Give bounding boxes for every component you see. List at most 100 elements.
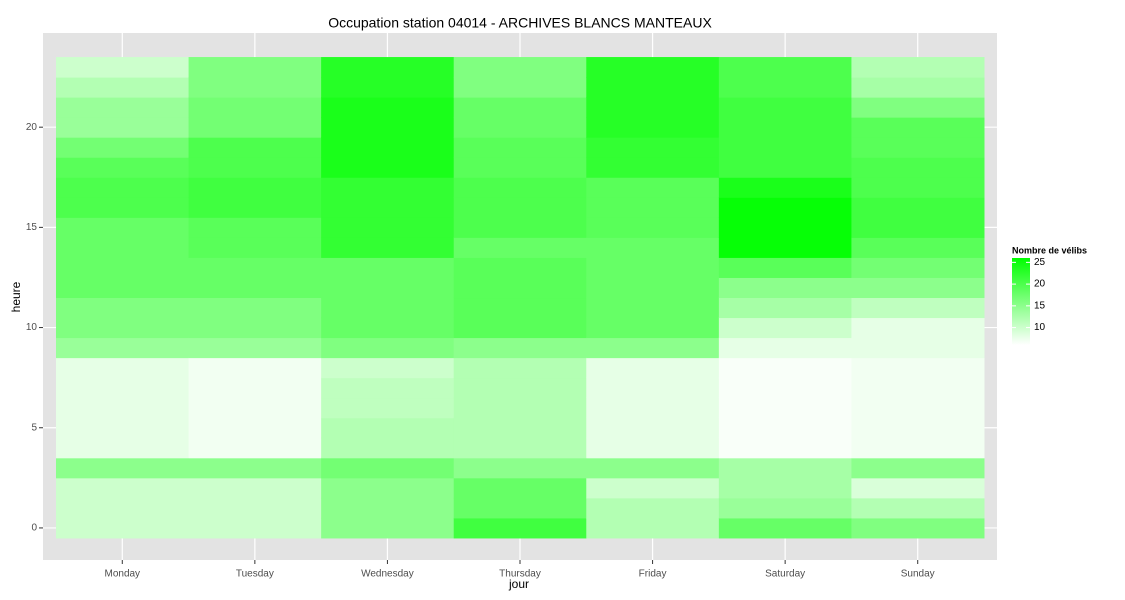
heat-cell: [188, 497, 322, 519]
heat-cell: [453, 57, 587, 78]
heat-cell: [586, 497, 720, 519]
heat-cell: [56, 177, 190, 198]
heat-cell: [56, 257, 190, 278]
heat-cell: [56, 277, 190, 299]
heat-cell: [56, 417, 190, 439]
heat-cell: [321, 357, 455, 379]
heat-cell: [321, 517, 455, 539]
heat-cell: [851, 117, 985, 138]
heat-cell: [453, 117, 587, 138]
heat-cell: [321, 497, 455, 519]
y-tick-label: 10: [26, 322, 38, 333]
heat-cell: [321, 177, 455, 198]
heat-cell: [718, 397, 852, 419]
heat-cell: [188, 297, 322, 319]
heat-cell: [718, 417, 852, 439]
heat-cell: [453, 517, 587, 539]
heat-cell: [586, 177, 720, 198]
heat-cell: [718, 437, 852, 459]
heat-cell: [586, 297, 720, 319]
heat-cell: [188, 397, 322, 419]
y-tick-label: 0: [31, 523, 37, 534]
heat-cell: [321, 377, 455, 399]
heat-cell: [718, 517, 852, 539]
heat-cell: [453, 237, 587, 258]
x-tick-label: Thursday: [499, 569, 541, 580]
heat-cell: [321, 457, 455, 479]
heat-cell: [188, 197, 322, 218]
heat-cell: [718, 177, 852, 198]
heat-cell: [188, 177, 322, 198]
heat-cell: [453, 277, 587, 299]
heat-cell: [586, 417, 720, 439]
heat-cell: [453, 437, 587, 459]
heat-cell: [586, 477, 720, 499]
heat-cell: [321, 237, 455, 258]
heat-cell: [56, 217, 190, 238]
heat-cell: [718, 237, 852, 258]
heat-cell: [321, 157, 455, 178]
heat-cell: [586, 217, 720, 238]
heat-cell: [188, 257, 322, 278]
heat-cell: [586, 377, 720, 399]
heat-cell: [56, 197, 190, 218]
heat-cell: [718, 77, 852, 98]
heat-cell: [188, 57, 322, 78]
heat-cell: [453, 397, 587, 419]
heat-cell: [586, 237, 720, 258]
heat-cell: [851, 177, 985, 198]
heat-cell: [453, 477, 587, 499]
heat-cell: [321, 217, 455, 238]
heat-cell: [321, 137, 455, 158]
heat-cell: [321, 97, 455, 118]
heat-cell: [321, 477, 455, 499]
heat-cell: [851, 357, 985, 379]
heat-cell: [851, 437, 985, 459]
heat-cell: [718, 497, 852, 519]
heat-cell: [56, 377, 190, 399]
heat-cell: [188, 337, 322, 359]
heat-cell: [188, 217, 322, 238]
heat-cell: [453, 177, 587, 198]
x-tick-label: Tuesday: [236, 569, 274, 580]
heat-cell: [586, 197, 720, 218]
heat-cell: [586, 337, 720, 359]
heat-cell: [321, 317, 455, 339]
heat-cell: [586, 277, 720, 299]
heat-cell: [56, 397, 190, 419]
heat-cell: [56, 137, 190, 158]
y-tick-label: 5: [31, 422, 37, 433]
heat-cell: [453, 77, 587, 98]
heat-cell: [56, 97, 190, 118]
heat-cell: [453, 257, 587, 278]
heat-cell: [188, 137, 322, 158]
heat-cell: [453, 317, 587, 339]
heat-cell: [321, 77, 455, 98]
heat-cell: [586, 517, 720, 539]
heat-cell: [453, 157, 587, 178]
heat-cell: [321, 297, 455, 319]
heat-cell: [321, 57, 455, 78]
heat-cell: [56, 157, 190, 178]
heat-cell: [453, 197, 587, 218]
heat-cell: [56, 437, 190, 459]
heat-cell: [453, 457, 587, 479]
heat-cell: [188, 97, 322, 118]
colorbar-label: 15: [1034, 300, 1046, 311]
heat-cell: [718, 477, 852, 499]
heat-cell: [851, 337, 985, 359]
heat-cell: [586, 137, 720, 158]
heat-cell: [586, 397, 720, 419]
heat-cell: [718, 277, 852, 299]
heat-cell: [718, 217, 852, 238]
heat-cell: [718, 297, 852, 319]
heat-cell: [188, 277, 322, 299]
heat-cell: [188, 417, 322, 439]
colorbar: [1012, 258, 1030, 345]
heat-cell: [851, 137, 985, 158]
heat-cell: [851, 197, 985, 218]
heat-cell: [453, 97, 587, 118]
heat-cell: [851, 77, 985, 98]
heat-cell: [718, 457, 852, 479]
